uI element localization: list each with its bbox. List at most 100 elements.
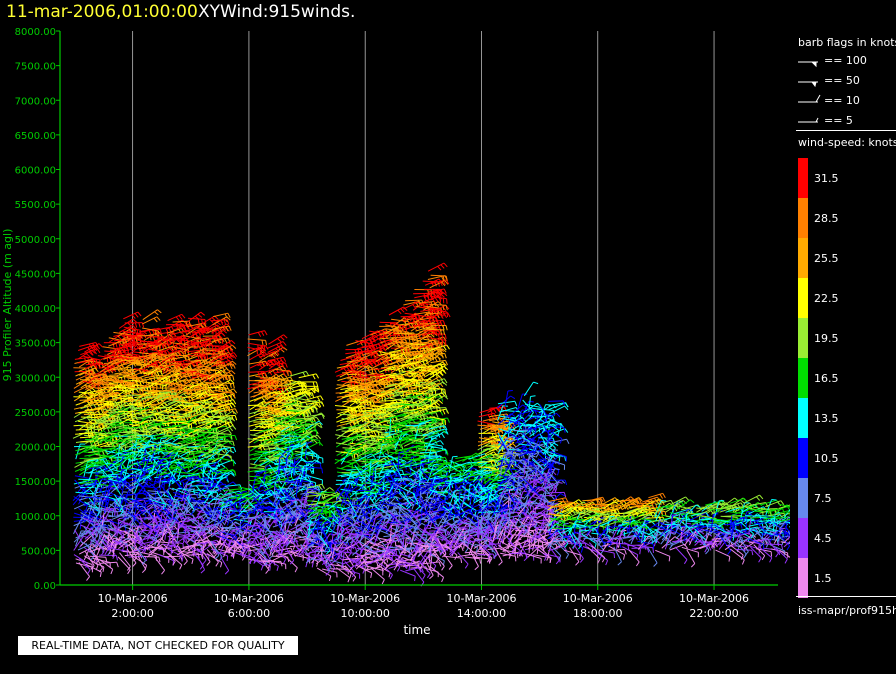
- wind-barb: [84, 551, 95, 566]
- wind-barb: [75, 448, 92, 456]
- wind-barb-flag: [164, 534, 166, 540]
- wind-barb-flag: [220, 562, 223, 568]
- wind-barb: [95, 441, 111, 447]
- wind-barb: [124, 376, 142, 379]
- wind-barb-flag: [112, 342, 115, 348]
- wind-barb-flag: [142, 388, 144, 394]
- wind-barb-flag: [89, 350, 94, 356]
- wind-barb: [79, 379, 98, 382]
- wind-barb-flag: [166, 339, 168, 345]
- wind-barb: [218, 469, 235, 472]
- wind-barb-flag: [191, 341, 193, 347]
- wind-barb-flag: [88, 360, 92, 366]
- wind-barb-flag: [119, 341, 123, 347]
- wind-barb: [79, 457, 97, 459]
- wind-barb-flag: [283, 334, 288, 339]
- wind-barb: [123, 359, 140, 362]
- wind-barb: [137, 555, 147, 570]
- wind-barb: [98, 434, 116, 438]
- wind-barb: [112, 536, 121, 553]
- wind-barb: [89, 481, 105, 487]
- wind-barb-flag: [148, 415, 152, 421]
- wind-barb-flag: [200, 311, 206, 316]
- wind-barb: [131, 467, 150, 472]
- wind-barb-flag: [90, 345, 95, 351]
- wind-barb: [143, 556, 159, 558]
- wind-barb-flag: [214, 555, 220, 560]
- wind-barb-flag: [93, 508, 99, 512]
- wind-barb-flag: [282, 357, 287, 362]
- wind-barb-flag: [106, 502, 109, 508]
- wind-barb: [85, 543, 95, 557]
- wind-barb-flag: [233, 447, 237, 453]
- wind-barb-flag: [175, 316, 180, 322]
- wind-barb-flag: [134, 313, 139, 318]
- wind-barb: [93, 367, 111, 377]
- wind-barb: [74, 482, 91, 489]
- wind-barb-flag: [183, 393, 188, 398]
- wind-barb: [113, 439, 132, 444]
- wind-barb-flag: [138, 322, 141, 328]
- wind-barb-flag: [99, 483, 103, 489]
- wind-barb: [88, 510, 105, 518]
- wind-barb: [89, 539, 105, 549]
- wind-barb: [112, 548, 128, 552]
- wind-barb: [247, 342, 265, 347]
- wind-barb-flag: [188, 397, 191, 403]
- wind-barb: [233, 518, 251, 523]
- wind-barb-flag: [224, 338, 228, 344]
- wind-barb: [98, 366, 114, 369]
- wind-barb: [119, 340, 135, 350]
- wind-barb-flag: [85, 353, 91, 358]
- wind-barb: [79, 419, 94, 430]
- wind-barb-flag: [202, 559, 207, 565]
- wind-barb: [74, 479, 86, 493]
- wind-barb: [78, 374, 92, 385]
- wind-barb-flag: [285, 362, 288, 368]
- wind-barb: [206, 353, 225, 355]
- wind-barb: [112, 366, 131, 371]
- wind-barb-flag: [287, 370, 289, 377]
- wind-barb-flag: [220, 463, 226, 468]
- wind-barb: [78, 445, 92, 455]
- wind-barb-flag: [282, 558, 287, 564]
- wind-barb: [99, 377, 117, 386]
- chart-title: XYWind:915winds.: [198, 2, 356, 22]
- wind-barb: [84, 517, 93, 532]
- wind-barb-flag: [121, 547, 125, 553]
- wind-barb: [127, 505, 135, 520]
- wind-barb: [89, 461, 106, 466]
- wind-barb-flag: [158, 556, 161, 563]
- wind-barb-flag: [183, 338, 186, 344]
- wind-barb: [104, 433, 120, 443]
- wind-barb: [132, 509, 147, 519]
- wind-barb: [133, 415, 150, 419]
- wind-barb: [122, 357, 137, 365]
- wind-barb: [133, 433, 151, 436]
- wind-barb-flag: [91, 387, 96, 392]
- wind-barb: [89, 547, 100, 561]
- wind-barb-flag: [265, 340, 268, 346]
- wind-barb: [73, 378, 90, 389]
- wind-barb: [92, 484, 100, 501]
- wind-barb-flag: [140, 473, 146, 479]
- wind-barb: [136, 460, 146, 475]
- wind-barb-flag: [90, 366, 95, 371]
- wind-barb-flag: [232, 402, 236, 408]
- wind-barb-flag: [140, 334, 144, 340]
- wind-barb: [117, 327, 133, 338]
- wind-barb-flag: [230, 340, 236, 345]
- wind-barb: [121, 477, 127, 494]
- wind-barb-flag: [137, 311, 142, 317]
- wind-barb-flag: [108, 387, 111, 393]
- wind-barb: [123, 326, 141, 331]
- wind-barb-flag: [127, 566, 131, 571]
- wind-barb-flag: [269, 565, 271, 571]
- wind-barb: [107, 378, 126, 382]
- wind-barb: [196, 481, 212, 484]
- wind-barb-flag: [257, 332, 262, 337]
- wind-barb: [138, 410, 156, 416]
- wind-barb-flag: [110, 427, 114, 433]
- wind-barb: [122, 497, 139, 506]
- wind-barb: [102, 458, 114, 474]
